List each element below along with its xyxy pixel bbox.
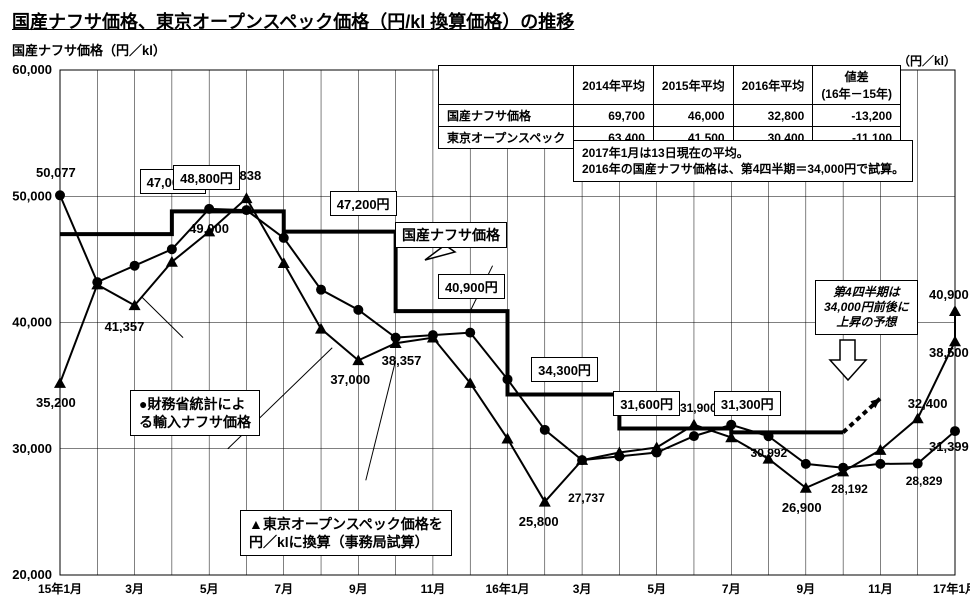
point-label: 28,829 [906, 474, 943, 488]
step-label: 31,600円 [613, 391, 680, 416]
svg-text:40,000: 40,000 [12, 315, 52, 330]
step-label: 31,300円 [714, 391, 781, 416]
th: 値差(16年－15年) [813, 66, 901, 105]
svg-text:9月: 9月 [796, 582, 815, 596]
note-l1: 2017年1月は13日現在の平均。 [582, 146, 749, 160]
summary-table: 2014年平均2015年平均2016年平均値差(16年－15年) 国産ナフサ価格6… [438, 65, 901, 149]
point-label: 30,992 [751, 446, 788, 460]
svg-text:20,000: 20,000 [12, 567, 52, 582]
svg-text:3月: 3月 [573, 582, 592, 596]
svg-text:9月: 9月 [349, 582, 368, 596]
svg-text:3月: 3月 [125, 582, 144, 596]
point-label: 32,400 [908, 396, 948, 411]
point-label: 25,800 [519, 514, 559, 529]
legend-tokyo: ▲東京オープンスペック価格を円／klに換算（事務局試算） [240, 510, 452, 556]
td: 46,000 [653, 105, 733, 127]
note-l2: 2016年の国産ナフサ価格は、第4四半期＝34,000円で試算。 [582, 162, 904, 176]
step-label: 40,900円 [438, 274, 505, 299]
step-label: 47,200円 [330, 191, 397, 216]
th [439, 66, 574, 105]
point-label: 41,357 [105, 319, 145, 334]
svg-text:60,000: 60,000 [12, 62, 52, 77]
svg-text:5月: 5月 [200, 582, 219, 596]
th: 2014年平均 [574, 66, 654, 105]
point-label: 37,000 [330, 372, 370, 387]
th: 2016年平均 [733, 66, 813, 105]
point-label: 26,900 [782, 500, 822, 515]
svg-text:17年1月: 17年1月 [933, 581, 970, 596]
svg-text:5月: 5月 [647, 582, 666, 596]
point-label: 28,192 [831, 482, 868, 496]
point-label: 31,900 [680, 401, 717, 415]
point-label: 38,500 [929, 345, 969, 360]
svg-text:16年1月: 16年1月 [485, 581, 529, 596]
td: 32,800 [733, 105, 813, 127]
svg-text:11月: 11月 [868, 582, 893, 596]
point-label: 50,077 [36, 165, 76, 180]
step-label: 48,800円 [173, 165, 240, 190]
svg-text:15年1月: 15年1月 [38, 581, 82, 596]
td: 東京オープンスペック [439, 127, 574, 149]
point-label: 35,200 [36, 395, 76, 410]
svg-text:7月: 7月 [274, 582, 293, 596]
point-label: 38,357 [382, 353, 422, 368]
point-label: 40,900 [929, 287, 969, 302]
svg-text:30,000: 30,000 [12, 441, 52, 456]
chart-page: { "title": { "text": "国産ナフサ価格、東京オープンスペック… [0, 0, 970, 611]
svg-text:50,000: 50,000 [12, 188, 52, 203]
note-box: 2017年1月は13日現在の平均。 2016年の国産ナフサ価格は、第4四半期＝34… [573, 140, 913, 182]
legend-import: ●財務省統計による輸入ナフサ価格 [130, 390, 260, 436]
td: -13,200 [813, 105, 901, 127]
th: 2015年平均 [653, 66, 733, 105]
point-label: 27,737 [568, 491, 605, 505]
svg-text:11月: 11月 [421, 582, 446, 596]
step-label: 34,300円 [531, 357, 598, 382]
td: 69,700 [574, 105, 654, 127]
callout-kokusan: 国産ナフサ価格 [395, 222, 507, 248]
point-label: 49,000 [189, 221, 229, 236]
callout-q4: 第4四半期は34,000円前後に上昇の予想 [815, 280, 918, 335]
point-label: 31,399 [929, 439, 969, 454]
svg-text:7月: 7月 [722, 582, 741, 596]
td: 国産ナフサ価格 [439, 105, 574, 127]
